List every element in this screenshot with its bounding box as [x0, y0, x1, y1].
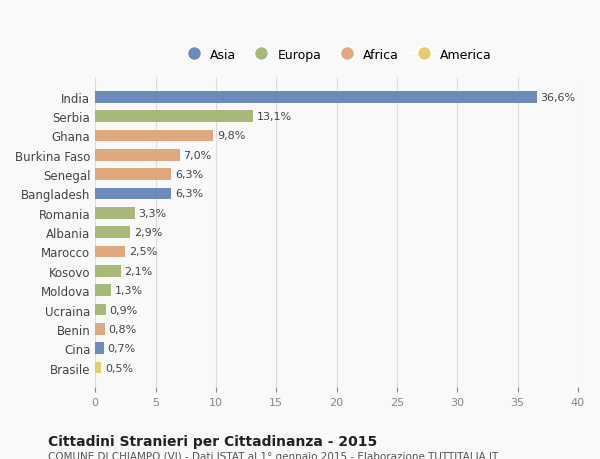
Bar — [95, 188, 171, 200]
Legend: Asia, Europa, Africa, America: Asia, Europa, Africa, America — [176, 44, 497, 67]
Bar — [95, 92, 537, 103]
Text: 0,7%: 0,7% — [107, 343, 136, 353]
Bar — [95, 227, 130, 238]
Text: 2,5%: 2,5% — [129, 247, 157, 257]
Bar — [95, 343, 104, 354]
Bar — [95, 362, 101, 374]
Bar — [95, 285, 111, 297]
Text: 6,3%: 6,3% — [175, 189, 203, 199]
Bar — [95, 265, 121, 277]
Text: 3,3%: 3,3% — [139, 208, 167, 218]
Text: 2,9%: 2,9% — [134, 228, 162, 238]
Text: 1,3%: 1,3% — [115, 285, 143, 296]
Text: COMUNE DI CHIAMPO (VI) - Dati ISTAT al 1° gennaio 2015 - Elaborazione TUTTITALIA: COMUNE DI CHIAMPO (VI) - Dati ISTAT al 1… — [48, 451, 498, 459]
Text: 6,3%: 6,3% — [175, 170, 203, 180]
Bar — [95, 130, 214, 142]
Text: 0,5%: 0,5% — [105, 363, 133, 373]
Bar — [95, 323, 105, 335]
Bar — [95, 304, 106, 316]
Bar — [95, 207, 135, 219]
Text: 7,0%: 7,0% — [184, 151, 212, 160]
Text: 9,8%: 9,8% — [217, 131, 245, 141]
Text: 0,8%: 0,8% — [109, 324, 137, 334]
Text: 0,9%: 0,9% — [110, 305, 138, 315]
Bar — [95, 169, 171, 180]
Text: 36,6%: 36,6% — [541, 93, 575, 102]
Text: 2,1%: 2,1% — [124, 266, 152, 276]
Bar — [95, 246, 125, 257]
Bar — [95, 111, 253, 123]
Bar — [95, 150, 180, 161]
Text: 13,1%: 13,1% — [257, 112, 292, 122]
Text: Cittadini Stranieri per Cittadinanza - 2015: Cittadini Stranieri per Cittadinanza - 2… — [48, 434, 377, 448]
